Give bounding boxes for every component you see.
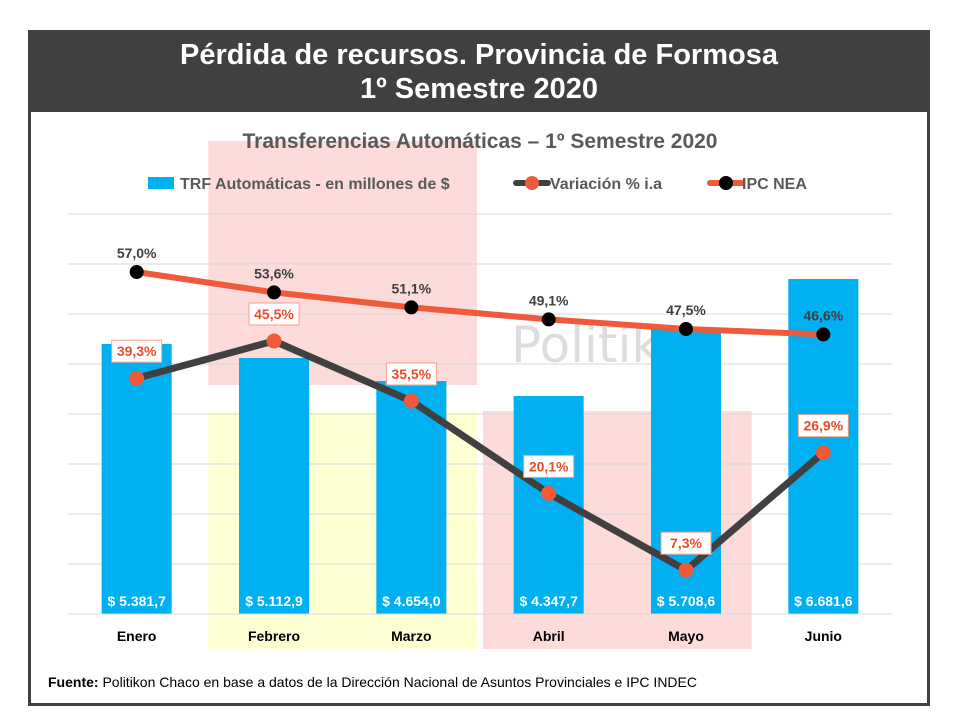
- x-axis: Enero Febrero Marzo Abril Mayo Junio: [68, 613, 892, 644]
- legend-label-bar: TRF Automáticas - en millones de $: [180, 176, 450, 193]
- variacion-label: 45,5%: [254, 306, 294, 322]
- header-banner: Pérdida de recursos. Provincia de Formos…: [28, 30, 930, 112]
- variacion-label: 7,3%: [670, 535, 702, 551]
- banner-title: Pérdida de recursos. Provincia de Formos…: [180, 39, 778, 71]
- legend: TRF Automáticas - en millones de $ Variac…: [148, 176, 807, 193]
- variacion-label: 20,1%: [529, 458, 569, 474]
- variacion-point: [678, 562, 694, 578]
- ipc-nea-label: 49,1%: [529, 292, 569, 308]
- ipc-nea-label: 51,1%: [391, 280, 431, 296]
- legend-label-variacion: Variación % i.a: [550, 176, 662, 193]
- bar-value-label: $ 5.381,7: [107, 593, 166, 609]
- ipc-nea-label: 47,5%: [666, 302, 706, 318]
- x-tick-label: Enero: [117, 628, 157, 644]
- bar-value-label: $ 5.112,9: [245, 593, 303, 609]
- bar-value-label: $ 4.654,0: [382, 593, 441, 609]
- variacion-label: 35,5%: [391, 366, 431, 382]
- x-tick-label: Mayo: [668, 628, 704, 644]
- variacion-label-box: [111, 339, 163, 363]
- legend-label-ipc: IPC NEA: [742, 176, 807, 193]
- variacion-point: [403, 393, 419, 409]
- x-tick-label: Febrero: [248, 628, 300, 644]
- ipc-nea-label: 57,0%: [117, 245, 157, 261]
- bar: [101, 344, 172, 614]
- variacion-label-box: [660, 531, 712, 555]
- ipc-nea-point: [129, 265, 144, 279]
- x-tick-label: Junio: [805, 628, 842, 644]
- bar-value-label: $ 6.681,6: [794, 593, 853, 609]
- variacion-label-box: [797, 414, 849, 438]
- x-tick-label: Abril: [533, 628, 565, 644]
- ipc-nea-point: [816, 327, 831, 342]
- legend-marker-variacion: [525, 176, 539, 190]
- source-label: Fuente:: [48, 674, 99, 690]
- legend-marker-ipc: [719, 176, 733, 190]
- variacion-point: [541, 485, 557, 501]
- banner-subtitle: 1º Semestre 2020: [360, 73, 598, 105]
- x-tick-label: Marzo: [391, 628, 431, 644]
- data-labels: $ 5.381,7 $ 5.112,9 $ 4.654,0 $ 4.347,7 $ 5.…: [107, 245, 852, 609]
- variacion-label: 39,3%: [117, 343, 157, 359]
- variacion-label-box: [385, 362, 437, 386]
- bar: [239, 358, 309, 614]
- ipc-nea-point: [541, 312, 556, 327]
- variacion-point: [815, 445, 831, 461]
- source-note: Fuente: Politikon Chaco en base a datos …: [48, 674, 697, 690]
- variacion-label-box: [523, 454, 575, 478]
- ipc-nea-point: [679, 322, 693, 336]
- bar-value-label: $ 5.708,6: [657, 593, 716, 609]
- legend-swatch-bar: [148, 177, 174, 189]
- bar-series: [101, 279, 859, 614]
- chart-title: Transferencias Automáticas – 1º Semestre…: [243, 130, 718, 153]
- ipc-nea-point: [267, 285, 281, 300]
- ipc-nea-label: 46,6%: [803, 307, 843, 323]
- variacion-label-box: [248, 302, 300, 326]
- source-text: Politikon Chaco en base a datos de la Di…: [102, 674, 697, 690]
- variacion-point: [266, 333, 282, 349]
- variacion-label: 26,9%: [803, 418, 843, 434]
- variacion-point: [129, 370, 145, 386]
- ipc-nea-line: [136, 269, 824, 338]
- ipc-nea-point: [404, 300, 419, 315]
- ipc-nea-label: 53,6%: [254, 265, 294, 281]
- gridlines: [68, 213, 892, 615]
- bar-value-label: $ 4.347,7: [519, 593, 578, 609]
